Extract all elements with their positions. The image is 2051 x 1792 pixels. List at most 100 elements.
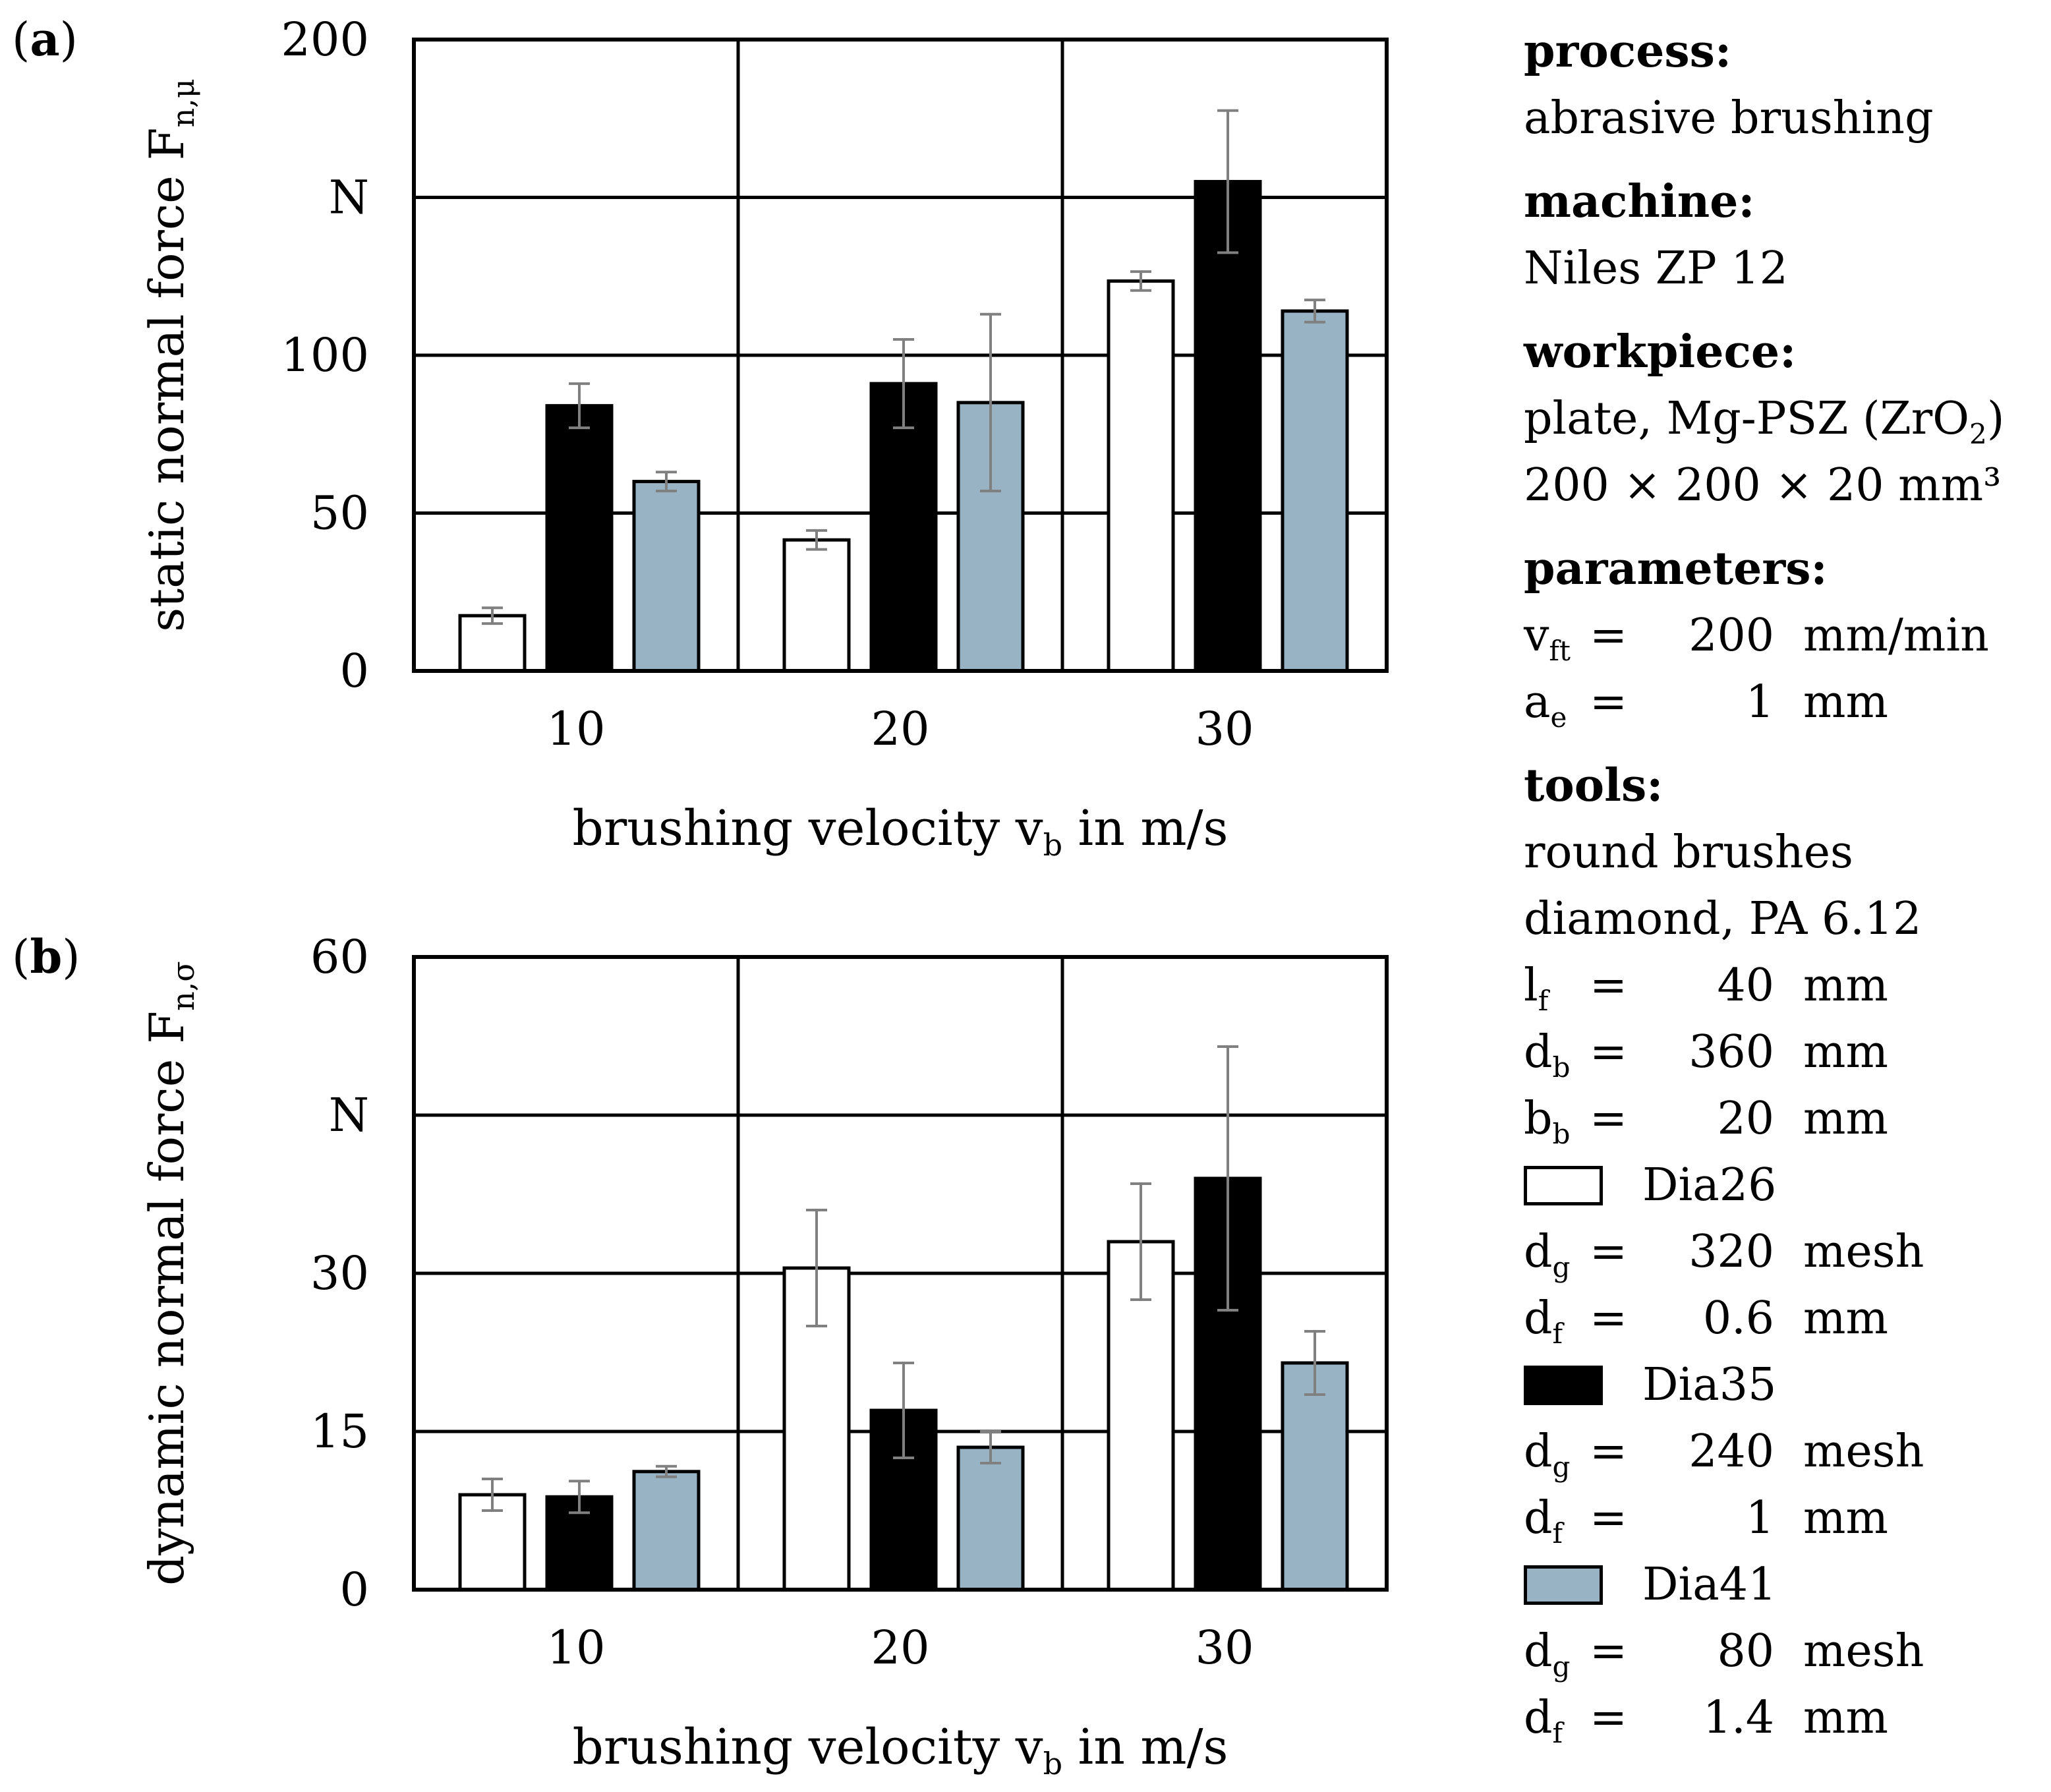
workpiece-value-end: ) — [1986, 393, 2005, 445]
legend-label: Dia41 — [1642, 1559, 1777, 1611]
y-axis-label: dynamic normal force Fn,σ — [139, 961, 201, 1586]
param-symbol: db — [1524, 1026, 1571, 1084]
param-value: 20 — [1717, 1093, 1774, 1145]
param-equals: = — [1590, 676, 1627, 728]
param-value: 200 — [1689, 610, 1774, 662]
param-value: 0.6 — [1702, 1292, 1774, 1344]
param-subscript: e — [1550, 701, 1567, 734]
param-symbol: vft — [1524, 610, 1571, 667]
param-unit: mm — [1803, 1026, 1888, 1078]
tool-parameter-row: bb = 20 mm — [1524, 1085, 2051, 1152]
tool-spec-row: df = 0.6 mm — [1524, 1285, 2051, 1352]
x-axis-label: brushing velocity vb in m/s — [573, 1719, 1228, 1781]
parameter-row: ae = 1 mm — [1524, 669, 2051, 736]
parameter-row: vft = 200 mm/min — [1524, 602, 2051, 669]
param-subscript: g — [1552, 1250, 1571, 1283]
tool-parameters-list: lf = 40 mm db = 360 mm bb = 20 mm — [1524, 952, 2051, 1152]
y-tick-label: 100 — [281, 328, 369, 382]
param-unit: mm — [1803, 1692, 1888, 1744]
bar-dia41 — [1281, 309, 1349, 673]
tool-parameter-row: lf = 40 mm — [1524, 952, 2051, 1019]
legend-item-dia41: Dia41 — [1524, 1551, 2051, 1618]
param-subscript: ft — [1549, 634, 1571, 667]
param-subscript: f — [1538, 984, 1549, 1017]
tool-spec-row: df = 1 mm — [1524, 1485, 2051, 1551]
param-subscript: g — [1552, 1450, 1571, 1483]
workpiece-dims: 200 × 200 × 20 mm³ — [1524, 459, 2002, 511]
param-value: 360 — [1689, 1026, 1774, 1078]
x-tick-label: 30 — [1195, 1621, 1254, 1675]
workpiece-label: workpiece: — [1524, 326, 1797, 378]
param-equals: = — [1590, 1292, 1627, 1344]
x-tick-label: 20 — [871, 1621, 929, 1675]
legend-label: Dia35 — [1642, 1359, 1777, 1411]
param-unit: mm — [1803, 1292, 1888, 1344]
legend-item-dia35: Dia35 — [1524, 1352, 2051, 1418]
bar-dia35 — [869, 382, 938, 673]
workpiece-value-sub: 2 — [1969, 417, 1987, 450]
param-equals: = — [1590, 1093, 1627, 1145]
param-value: 1.4 — [1702, 1692, 1774, 1744]
tools-line2: diamond, PA 6.12 — [1524, 893, 1922, 945]
bar-dia26 — [1107, 279, 1175, 673]
param-symbol: dg — [1524, 1226, 1571, 1283]
param-equals: = — [1590, 610, 1627, 662]
param-equals: = — [1590, 1226, 1627, 1278]
tool-spec-row: dg = 320 mesh — [1524, 1219, 2051, 1285]
legend-label: Dia26 — [1642, 1159, 1777, 1211]
x-axis-label: brushing velocity vb in m/s — [573, 800, 1228, 863]
y-axis-label: static normal force Fn,μ — [139, 78, 201, 632]
bar-dia41 — [632, 1470, 701, 1592]
param-symbol: df — [1524, 1492, 1563, 1549]
param-subscript: g — [1552, 1650, 1571, 1683]
y-tick-label: N — [329, 171, 369, 225]
x-tick-label: 10 — [546, 1621, 605, 1675]
y-tick-label: N — [329, 1088, 369, 1142]
param-value: 80 — [1717, 1625, 1774, 1677]
param-symbol: bb — [1524, 1093, 1571, 1150]
legend-item-dia26: Dia26 — [1524, 1152, 2051, 1219]
process-label: process: — [1524, 25, 1732, 78]
param-value: 1 — [1745, 1492, 1774, 1544]
y-tick-label: 30 — [310, 1246, 369, 1300]
param-equals: = — [1590, 960, 1627, 1012]
bar-dia41 — [632, 480, 701, 673]
parameters-list: vft = 200 mm/min ae = 1 mm — [1524, 602, 2051, 736]
param-unit: mm/min — [1803, 610, 1989, 662]
tools-line1: round brushes — [1524, 826, 1853, 879]
bar-dia41 — [956, 1445, 1025, 1592]
param-symbol: df — [1524, 1692, 1563, 1749]
plot-frame — [412, 38, 1389, 673]
machine-label: machine: — [1524, 175, 1755, 228]
param-unit: mm — [1803, 676, 1888, 728]
process-value: abrasive brushing — [1524, 92, 1934, 144]
param-value: 240 — [1689, 1426, 1774, 1478]
param-symbol: dg — [1524, 1426, 1571, 1483]
param-equals: = — [1590, 1625, 1627, 1677]
y-tick-label: 60 — [310, 930, 369, 984]
legend-swatch — [1524, 1165, 1603, 1205]
workpiece-value-text: plate, Mg-PSZ (ZrO — [1524, 393, 1969, 445]
parameters-label: parameters: — [1524, 542, 1828, 595]
param-unit: mm — [1803, 960, 1888, 1012]
param-symbol: df — [1524, 1292, 1563, 1350]
y-tick-label: 0 — [339, 1563, 369, 1617]
y-tick-label: 50 — [310, 486, 369, 540]
tools-label: tools: — [1524, 759, 1663, 812]
param-unit: mm — [1803, 1093, 1888, 1145]
tool-spec-row: dg = 80 mesh — [1524, 1618, 2051, 1685]
tool-spec-row: dg = 240 mesh — [1524, 1418, 2051, 1485]
param-subscript: b — [1552, 1117, 1571, 1150]
param-subscript: f — [1552, 1716, 1563, 1749]
y-tick-label: 0 — [339, 644, 369, 698]
param-value: 1 — [1745, 676, 1774, 728]
param-symbol: ae — [1524, 676, 1567, 734]
x-tick-label: 20 — [871, 702, 929, 756]
info-panel: process: abrasive brushing machine: Nile… — [1524, 18, 2051, 1751]
bar-dia35 — [545, 404, 614, 673]
machine-value: Niles ZP 12 — [1524, 243, 1788, 295]
param-symbol: dg — [1524, 1625, 1571, 1683]
param-value: 320 — [1689, 1226, 1774, 1278]
param-equals: = — [1590, 1026, 1627, 1078]
